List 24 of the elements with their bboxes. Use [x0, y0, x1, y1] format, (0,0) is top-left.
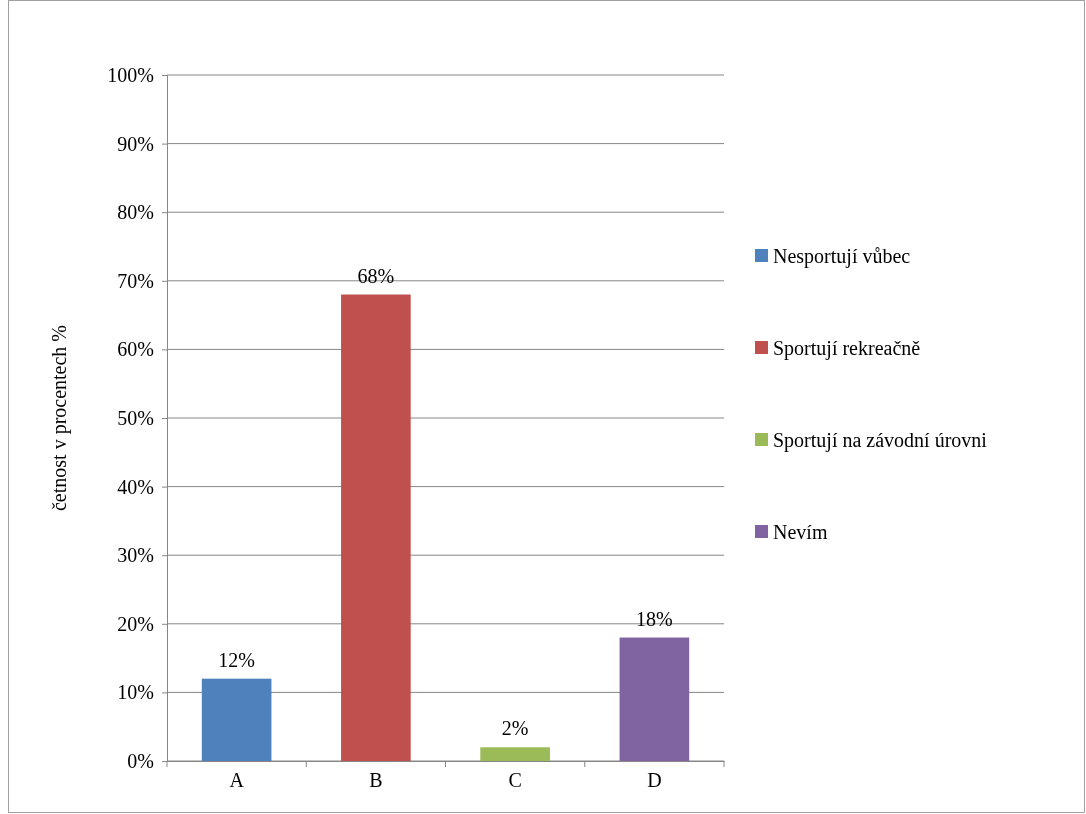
y-tick-label: 30%: [117, 544, 154, 567]
legend-label: Sportují na závodní úrovni: [773, 429, 988, 452]
y-axis-title: četnost v procentech %: [48, 324, 71, 512]
y-tick-label: 20%: [117, 612, 154, 635]
y-tick-label: 70%: [117, 269, 154, 292]
x-tick-label: D: [647, 769, 662, 792]
data-label: 12%: [218, 648, 255, 671]
data-label: 68%: [357, 264, 395, 287]
y-tick-label: 50%: [117, 406, 154, 429]
y-tick-label: 90%: [117, 132, 154, 155]
legend-label: Sportují rekreačně: [773, 337, 921, 360]
x-tick-label: B: [369, 769, 383, 792]
legend-label: Nesportují vůbec: [773, 245, 911, 268]
y-tick-label: 10%: [117, 681, 154, 704]
y-tick-label: 60%: [117, 338, 154, 361]
y-tick-label: 100%: [107, 63, 154, 86]
y-tick-label: 40%: [117, 475, 154, 498]
x-tick-label: A: [229, 769, 245, 792]
y-tick-label: 0%: [127, 749, 154, 772]
data-label: 2%: [501, 717, 529, 740]
legend-label: Nevím: [773, 521, 828, 543]
data-label: 18%: [636, 607, 673, 630]
x-tick-label: C: [508, 769, 522, 792]
y-tick-label: 80%: [117, 201, 154, 224]
